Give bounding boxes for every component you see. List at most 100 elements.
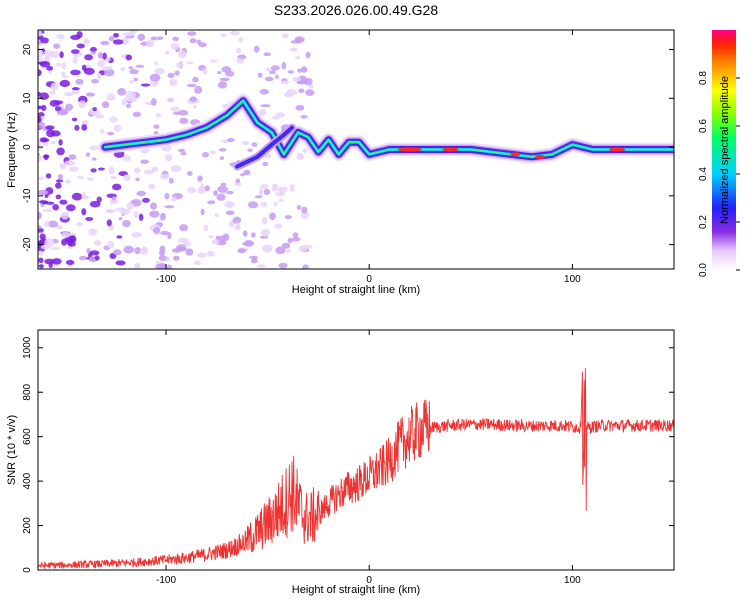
heatmap-speckle	[96, 196, 102, 203]
heatmap-speckle	[64, 179, 72, 184]
heatmap-speckle	[121, 37, 129, 45]
heatmap-speckle	[50, 246, 61, 251]
heatmap-speckle	[44, 154, 49, 161]
heatmap-speckle	[189, 38, 197, 44]
heatmap-hotspot	[397, 147, 422, 152]
heatmap-speckle	[74, 124, 80, 131]
heatmap-speckle	[96, 72, 102, 80]
heatmap-speckle	[187, 31, 197, 36]
heatmap-speckle	[56, 33, 65, 40]
heatmap-speckle	[167, 72, 175, 79]
heatmap-speckle	[38, 57, 44, 63]
heatmap-speckle	[169, 78, 178, 87]
heatmap-speckle	[170, 165, 182, 172]
heatmap-speckle	[45, 125, 55, 130]
heatmap-speckle	[217, 71, 222, 75]
spectrogram-x-axis-label: Height of straight line (km)	[292, 284, 420, 296]
heatmap-speckle	[133, 210, 139, 219]
colorbar-ticks: 0.0 0.2 0.4 0.6 0.8	[698, 71, 740, 277]
spectrogram-x-tick-label: 100	[564, 274, 581, 285]
heatmap-speckle	[38, 250, 44, 256]
heatmap-speckle	[253, 45, 260, 53]
heatmap-speckle	[257, 72, 263, 78]
heatmap-speckle	[275, 246, 286, 255]
heatmap-speckle	[166, 264, 173, 269]
figure-title: S233.2026.026.00.49.G28	[274, 2, 438, 18]
heatmap-speckle	[300, 66, 308, 73]
heatmap-speckle	[38, 147, 44, 151]
spectrogram-x-tick-label: -100	[156, 274, 176, 285]
snr-x-tick-label: 0	[366, 575, 372, 586]
heatmap-speckle	[289, 47, 298, 52]
heatmap-speckle	[123, 174, 131, 181]
snr-x-axis-label: Height of straight line (km)	[292, 584, 420, 596]
heatmap-speckle	[213, 190, 218, 197]
heatmap-speckle	[41, 138, 50, 142]
heatmap-speckle	[259, 88, 270, 95]
heatmap-speckle	[44, 238, 55, 247]
heatmap-speckle	[76, 43, 85, 49]
heatmap-speckle	[294, 55, 301, 60]
heatmap-speckle	[274, 191, 286, 197]
heatmap-speckle	[126, 201, 135, 210]
heatmap-speckle	[164, 192, 170, 200]
heatmap-speckle	[125, 90, 136, 99]
heatmap-speckle	[140, 159, 149, 164]
heatmap-speckle	[59, 163, 67, 170]
heatmap-speckle	[60, 231, 71, 239]
heatmap-speckle	[56, 147, 65, 156]
heatmap-speckle	[38, 121, 46, 129]
heatmap-speckle	[133, 77, 139, 82]
heatmap-speckle	[214, 212, 220, 218]
heatmap-speckle	[236, 57, 245, 64]
heatmap-speckle	[94, 255, 100, 261]
heatmap-speckle	[301, 206, 308, 214]
heatmap-speckle	[189, 96, 197, 103]
heatmap-speckle	[38, 50, 44, 58]
heatmap-speckle	[125, 54, 133, 61]
heatmap-speckle	[159, 249, 165, 257]
heatmap-speckle	[128, 80, 135, 84]
heatmap-speckle	[135, 64, 145, 68]
heatmap-speckle	[200, 183, 205, 191]
heatmap-speckle	[55, 62, 62, 67]
heatmap-speckle	[216, 193, 226, 201]
heatmap-speckle	[108, 166, 115, 175]
heatmap-speckle	[116, 235, 123, 239]
heatmap-speckle	[278, 262, 288, 269]
heatmap-speckle	[132, 111, 142, 118]
heatmap-speckle	[123, 245, 135, 254]
heatmap-speckle	[274, 223, 283, 229]
heatmap-speckle	[226, 190, 234, 195]
heatmap-speckle	[256, 264, 266, 268]
colorbar-tick-label: 0.4	[698, 167, 709, 181]
colorbar-tick-label: 0.0	[698, 263, 709, 277]
heatmap-speckle	[108, 36, 115, 42]
heatmap-speckle	[292, 76, 302, 82]
heatmap-speckle	[67, 241, 76, 247]
heatmap-speckle	[114, 124, 122, 132]
heatmap-speckle	[291, 237, 301, 242]
heatmap-speckle	[113, 32, 120, 38]
colorbar-tick-label: 0.6	[698, 119, 709, 133]
heatmap-speckle	[38, 225, 42, 229]
heatmap-speckle	[241, 140, 249, 146]
heatmap-speckle	[150, 36, 158, 41]
heatmap-speckle	[38, 116, 42, 124]
heatmap-speckle	[90, 51, 97, 55]
spectrogram-x-ticks: -100 0 100	[156, 30, 581, 285]
heatmap-speckle	[44, 258, 55, 265]
heatmap-speckle	[296, 80, 307, 85]
heatmap-speckle	[142, 197, 150, 203]
heatmap-speckle	[239, 173, 246, 177]
heatmap-speckle	[218, 148, 227, 152]
heatmap-speckle	[172, 36, 179, 42]
spectrogram-y-tick-label: 10	[22, 92, 33, 104]
heatmap-speckle	[130, 200, 137, 204]
heatmap-speckle	[55, 194, 62, 200]
heatmap-speckle	[242, 230, 248, 237]
heatmap-speckle	[118, 217, 123, 221]
heatmap-speckle	[107, 240, 115, 249]
heatmap-speckle	[159, 173, 170, 180]
